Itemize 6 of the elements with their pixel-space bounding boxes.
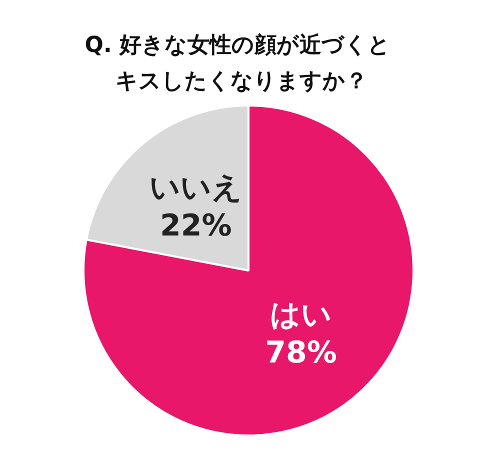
slice-label: いいえ [149, 170, 242, 206]
chart-title: Q. 好きな女性の顔が近づくと [84, 33, 391, 58]
data-label: 78% [265, 336, 337, 371]
data-label: 22% [160, 208, 232, 244]
chart-subtitle: キスしたくなりますか？ [116, 69, 368, 94]
slice-label: はい [270, 298, 332, 333]
